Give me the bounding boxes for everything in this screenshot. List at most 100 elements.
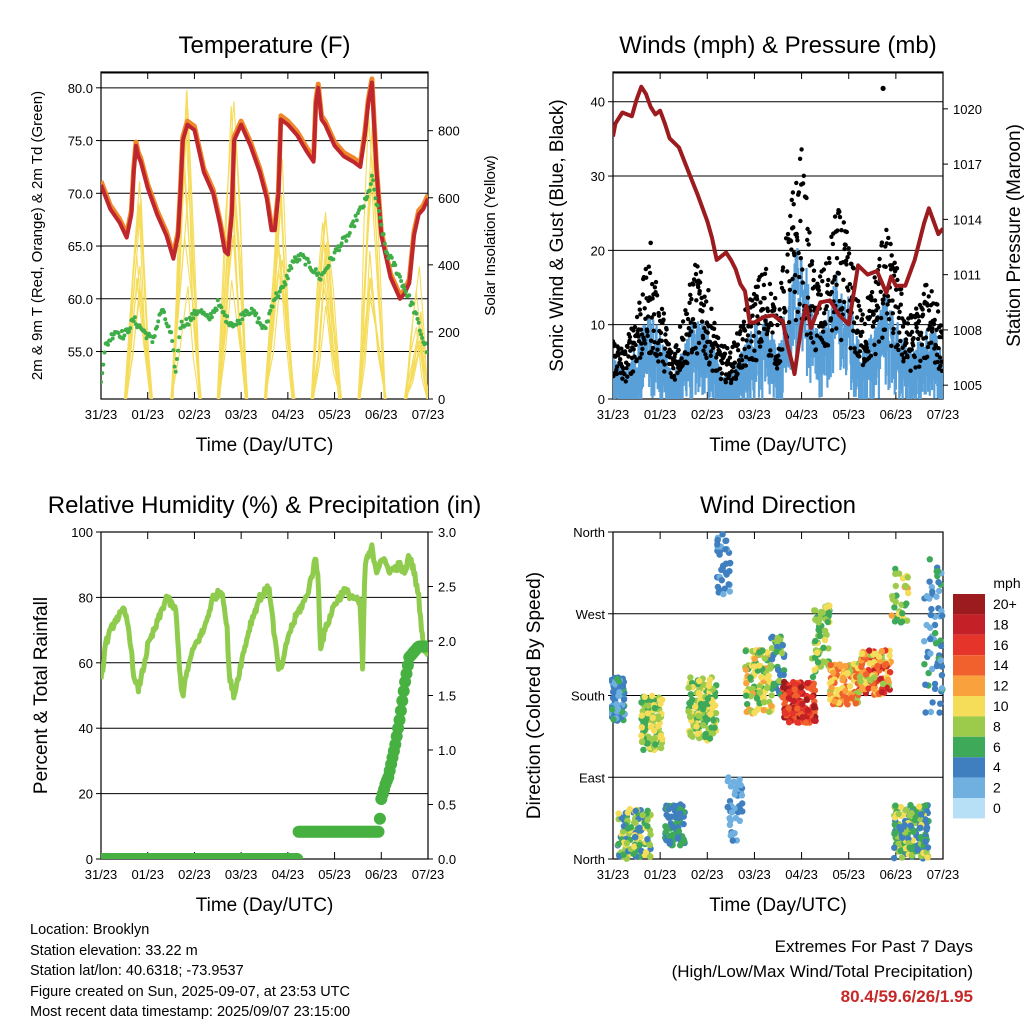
direction-point [875, 653, 883, 660]
gust-point [715, 343, 720, 349]
humidity-xtick-label: 07/23 [412, 867, 445, 882]
direction-point [777, 671, 784, 679]
gust-point [940, 330, 943, 336]
direction-ytick-label: East [579, 770, 605, 785]
direction-point [928, 605, 935, 613]
gust-point [880, 301, 886, 306]
gust-point [625, 362, 631, 367]
direction-ytick-label: West [576, 607, 606, 622]
gust-point [658, 352, 663, 357]
gust-point [822, 311, 827, 316]
gust-point [651, 312, 657, 317]
gust-point [804, 332, 810, 337]
dewpoint-point [263, 326, 268, 331]
gust-point [667, 355, 673, 360]
gust-point [770, 330, 775, 335]
direction-point [616, 689, 623, 696]
direction-point [877, 675, 884, 683]
direction-point [619, 828, 627, 835]
direction-point [624, 809, 632, 816]
gust-point [862, 321, 868, 327]
direction-point [927, 635, 934, 643]
direction-point [753, 695, 761, 702]
wind-ytick-label: 40 [591, 95, 605, 110]
gust-point [659, 306, 665, 312]
dewpoint-point [191, 316, 196, 321]
humidity-ytick-label: 40 [79, 721, 93, 736]
gust-point [719, 371, 725, 376]
direction-point [878, 648, 885, 655]
dewpoint-point [234, 322, 239, 327]
gust-point [864, 345, 869, 350]
gust-point [857, 349, 863, 354]
direction-point [818, 608, 825, 616]
direction-point [711, 724, 718, 731]
gust-point [929, 340, 934, 345]
temperature-xtick-label: 02/23 [178, 407, 211, 422]
direction-point [790, 679, 797, 686]
gust-point [632, 324, 638, 330]
gust-point [920, 312, 926, 317]
direction-point [742, 647, 749, 655]
gust-point [789, 247, 794, 252]
temperature-ytick-label: 70.0 [68, 186, 93, 201]
gust-point [696, 340, 702, 346]
gust-point [638, 312, 643, 317]
gust-point [652, 285, 658, 290]
direction-point [858, 650, 866, 657]
direction-ytick-label: North [573, 525, 605, 540]
dewpoint-point [128, 326, 133, 331]
dewpoint-point [353, 213, 358, 218]
gust-point [834, 256, 840, 261]
direction-point [654, 713, 662, 720]
direction-point [856, 673, 864, 681]
gust-point [916, 314, 921, 319]
gust-point [826, 256, 832, 261]
dewpoint-point [419, 332, 423, 337]
dewpoint-point [416, 320, 421, 325]
dewpoint-point [377, 209, 381, 213]
direction-point [809, 673, 817, 681]
humidity-xtick-label: 03/23 [225, 867, 258, 882]
direction-point [749, 685, 756, 693]
gust-point [777, 307, 782, 312]
gust-point [640, 292, 645, 297]
temperature-y2label: Solar Insolation (Yellow) [482, 155, 499, 315]
direction-xtick-label: 06/23 [880, 867, 913, 882]
gust-point [637, 307, 642, 312]
direction-point [824, 618, 831, 626]
gust-point [878, 289, 883, 294]
gust-point [826, 277, 831, 283]
direction-point [722, 569, 730, 576]
dewpoint-point [313, 267, 318, 272]
dewpoint-point [101, 362, 106, 367]
gust-point [793, 317, 799, 323]
legend-swatch [953, 716, 985, 737]
gust-point [820, 329, 826, 334]
temperature-series [101, 76, 428, 399]
dewpoint-point [297, 257, 302, 262]
direction-point [638, 732, 645, 739]
gust-point [644, 275, 649, 280]
direction-point [736, 817, 743, 824]
direction-point [923, 621, 930, 629]
gust-point [659, 338, 664, 343]
dewpoint-point [256, 316, 261, 321]
precipitation-point [291, 853, 304, 859]
gust-point [935, 359, 940, 365]
direction-point [695, 677, 703, 685]
direction-point [758, 673, 765, 681]
gust-point [704, 355, 709, 361]
dewpoint-point [238, 321, 242, 326]
gust-point [897, 309, 902, 315]
gust-point [623, 351, 628, 356]
gust-point [809, 259, 815, 264]
gust-point [935, 309, 941, 314]
direction-point [742, 692, 750, 699]
gust-point [891, 330, 896, 336]
direction-point [638, 699, 645, 706]
direction-point [929, 665, 936, 673]
gust-point [898, 338, 903, 344]
direction-point [751, 663, 758, 670]
gust-point [889, 343, 894, 348]
